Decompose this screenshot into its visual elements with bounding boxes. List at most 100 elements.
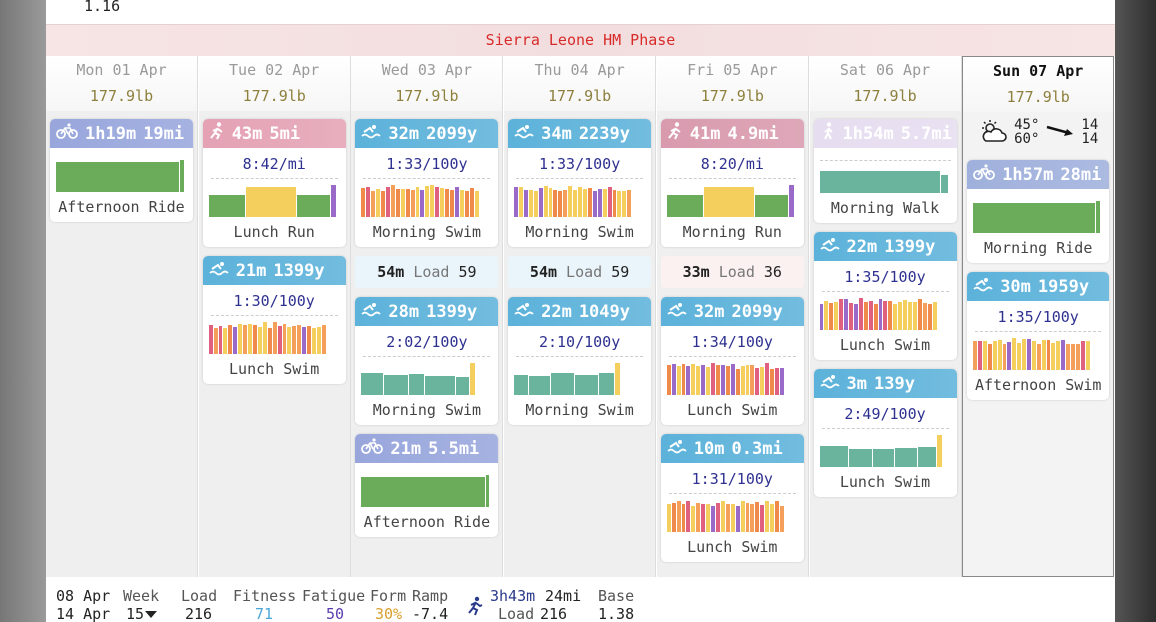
workout-duration: 28m — [388, 301, 420, 322]
chart-bar — [573, 190, 578, 217]
chart-bar — [671, 502, 676, 532]
label: Form — [370, 587, 407, 605]
chart-bar — [973, 202, 1096, 233]
weather-icon — [978, 119, 1008, 146]
workout-card[interactable]: 3m 139y 2:49/100y Lunch Swim — [813, 369, 957, 497]
workout-card[interactable]: 21m 1399y 1:30/100y Lunch Swim — [202, 256, 346, 384]
workout-name: Lunch Swim — [839, 473, 931, 491]
chart-bar — [725, 366, 730, 395]
chart-bar — [868, 300, 873, 330]
chart-bar — [528, 375, 550, 395]
workout-chart — [361, 475, 492, 507]
chart-bar — [257, 327, 262, 354]
sport-icon — [361, 301, 382, 322]
chart-bar — [839, 298, 844, 330]
load-value: 59 — [611, 263, 630, 281]
week-summary: 08 Apr 14 Apr Week 15 Load 216 Fitness 7… — [46, 578, 1115, 622]
workout-distance: 2239y — [578, 123, 630, 144]
chart-bar — [292, 325, 297, 354]
load-duration: 54m — [377, 263, 405, 281]
workout-name: Morning Swim — [525, 223, 634, 241]
chart-bar — [252, 324, 257, 354]
wind-gust: 14 — [1081, 131, 1099, 147]
chart-bar — [711, 363, 716, 395]
chart-bar — [223, 327, 228, 354]
chart-bar — [888, 300, 893, 330]
chart-bar — [383, 375, 408, 395]
chart-bar — [612, 189, 617, 217]
value: 30% — [375, 605, 403, 622]
chart-bar — [474, 190, 479, 217]
workout-pace: 1:33/100y — [363, 148, 491, 179]
sport-icon — [667, 122, 683, 145]
label: Load — [498, 605, 535, 622]
workout-card[interactable]: 43m 5mi 8:42/mi Lunch Run — [202, 119, 346, 247]
value: 216 — [185, 605, 213, 622]
label: Fatigue — [302, 587, 366, 605]
workout-card[interactable]: 1h57m 28mi Morning Ride — [967, 160, 1110, 263]
chart-bar — [1066, 344, 1070, 370]
temp-low: 45° — [1014, 117, 1040, 133]
chart-bar — [740, 500, 745, 532]
workout-header: 1h57m 28mi — [967, 160, 1110, 189]
chart-bar — [1041, 340, 1046, 370]
workout-card[interactable]: 21m 5.5mi Afternoon Ride — [355, 434, 499, 537]
workout-distance: 2099y — [426, 123, 478, 144]
chart-bar — [676, 366, 681, 395]
workout-card[interactable]: 34m 2239y 1:33/100y Morning Swim — [508, 119, 652, 247]
chart-bar — [361, 476, 485, 507]
chart-bar — [1046, 340, 1051, 370]
chart-bar — [720, 364, 725, 395]
workout-card[interactable]: 22m 1049y 2:10/100y Morning Swim — [508, 297, 652, 425]
workout-name: Afternoon Ride — [58, 198, 185, 216]
chart-bar — [208, 194, 246, 217]
workout-card[interactable]: 22m 1399y 1:35/100y Lunch Swim — [813, 232, 957, 360]
workouts: 1h57m 28mi Morning Ride 30m 1959y 1:35/100y Af… — [963, 152, 1113, 400]
workout-duration: 34m — [541, 123, 572, 144]
load-value: 36 — [763, 263, 782, 281]
chart-bar — [282, 324, 287, 354]
workout-card[interactable]: 32m 2099y 1:34/100y Lunch Swim — [660, 297, 804, 425]
sport-icon — [973, 276, 993, 297]
workout-header: 30m 1959y — [967, 272, 1110, 301]
sport-icon — [820, 122, 836, 145]
chart-bar — [903, 299, 908, 330]
workout-card[interactable]: 30m 1959y 1:35/100y Afternoon Swim — [967, 272, 1110, 400]
workout-card[interactable]: 28m 1399y 2:02/100y Morning Swim — [355, 297, 499, 425]
chart-bar — [1056, 340, 1061, 370]
workout-distance: 5.7mi — [900, 123, 952, 144]
workout-pace: 1:33/100y — [516, 148, 644, 179]
day-column: Mon 01 Apr 177.9lb 1h19m 19mi Afternoon Ride — [46, 56, 198, 577]
sport-icon — [361, 438, 384, 459]
workout-header: 32m 2099y — [355, 119, 499, 148]
load-summary: 54m Load 59 — [508, 256, 652, 288]
label: Week — [123, 587, 160, 605]
workout-card[interactable]: 1h54m 5.7mi Morning Walk — [813, 119, 957, 223]
day-header: Sun 07 Apr 177.9lb — [963, 57, 1114, 112]
chart-bar — [1085, 341, 1090, 370]
value: 1.38 — [598, 605, 635, 622]
workout-distance: 5.5mi — [428, 438, 480, 459]
workout-card[interactable]: 10m 0.3mi 1:31/100y Lunch Swim — [660, 434, 804, 562]
chart-bar — [316, 326, 321, 354]
chart-bar — [895, 447, 918, 467]
workout-card[interactable]: 32m 2099y 1:33/100y Morning Swim — [355, 119, 499, 247]
chart-bar — [464, 191, 469, 217]
load-label: Load — [566, 263, 603, 281]
load-label: Load — [413, 263, 450, 281]
week-number[interactable]: 15 — [126, 605, 158, 622]
load-label: Load — [718, 263, 755, 281]
chart-bar — [1061, 340, 1066, 370]
workout-card[interactable]: 41m 4.9mi 8:20/mi Morning Run — [660, 119, 804, 247]
workout-header: 3m 139y — [813, 369, 957, 398]
workout-duration: 10m — [693, 438, 725, 459]
workout-card[interactable]: 1h19m 19mi Afternoon Ride — [50, 119, 193, 222]
chart-bar — [312, 327, 316, 354]
chart-bar — [745, 365, 750, 395]
workout-name: Lunch Run — [233, 223, 315, 241]
chart-bar — [932, 302, 937, 330]
chart-bar — [819, 303, 824, 330]
chart-bar — [858, 298, 863, 330]
day-weight: 177.9lb — [547, 87, 612, 105]
chart-bar — [246, 186, 297, 217]
